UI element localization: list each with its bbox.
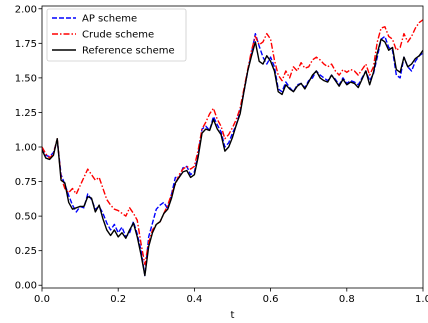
y-tick-label: 2.00 <box>15 4 37 15</box>
legend: AP scheme Crude scheme Reference scheme <box>46 8 187 62</box>
series-line-1 <box>42 19 423 266</box>
x-tick-label: 0.8 <box>339 294 355 305</box>
y-tick-label: 0.50 <box>15 212 37 223</box>
series-line-0 <box>42 32 423 277</box>
y-axis: 0.00 0.25 0.50 0.75 1.00 1.25 1.50 1.75 2.00 <box>15 4 42 292</box>
x-tick-label: 0.0 <box>34 294 50 305</box>
y-tick-label: 1.00 <box>15 143 37 154</box>
legend-label-2: Reference scheme <box>82 46 175 57</box>
y-tick-label: 1.75 <box>15 39 37 50</box>
legend-box <box>46 8 187 62</box>
legend-label-0: AP scheme <box>82 14 137 25</box>
x-tick-label: 0.6 <box>263 294 279 305</box>
x-tick-label: 0.2 <box>110 294 126 305</box>
y-tick-label: 0.25 <box>15 246 37 257</box>
legend-label-1: Crude scheme <box>82 30 154 41</box>
x-tick-label: 1.0 <box>415 294 428 305</box>
y-tick-label: 1.50 <box>15 73 37 84</box>
series-layer <box>42 19 423 277</box>
y-tick-label: 0.75 <box>15 177 37 188</box>
x-axis: 0.0 0.2 0.4 0.6 0.8 1.0 <box>34 288 428 305</box>
x-tick-label: 0.4 <box>186 294 202 305</box>
y-tick-label: 0.00 <box>15 281 37 292</box>
x-axis-label: t <box>231 310 235 321</box>
series-line-2 <box>42 38 423 277</box>
y-tick-label: 1.25 <box>15 108 37 119</box>
